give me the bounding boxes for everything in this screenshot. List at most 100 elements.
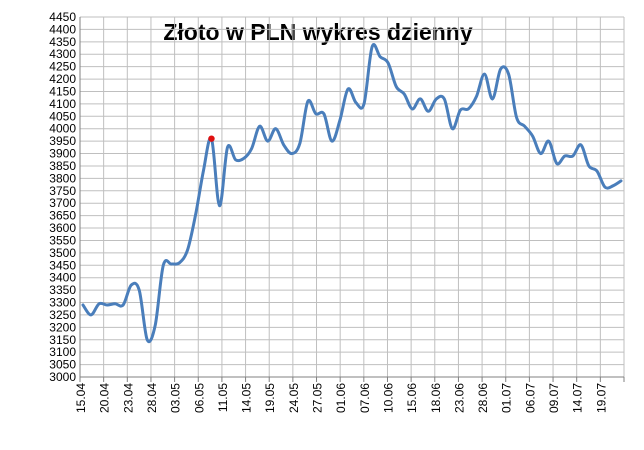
x-tick-label: 07.06 — [358, 383, 372, 413]
data-point — [129, 283, 133, 287]
data-point — [370, 45, 374, 48]
data-point — [467, 107, 470, 111]
y-tick-label: 3800 — [49, 171, 76, 185]
data-point — [162, 264, 165, 267]
data-point — [611, 184, 615, 188]
data-point — [475, 95, 478, 98]
data-point — [113, 302, 117, 305]
data-point — [523, 125, 526, 128]
y-tick-label: 4000 — [49, 122, 76, 136]
data-point — [250, 147, 253, 150]
data-point — [138, 288, 141, 292]
data-point — [579, 143, 583, 147]
data-point — [619, 179, 623, 183]
y-tick-label: 3250 — [49, 308, 76, 322]
data-point — [218, 204, 221, 207]
data-point — [97, 302, 101, 305]
y-tick-label: 3100 — [49, 345, 76, 359]
x-tick-label: 14.07 — [571, 383, 585, 413]
data-point — [81, 303, 85, 307]
y-tick-label: 4050 — [49, 109, 76, 123]
data-point — [282, 143, 285, 147]
y-tick-label: 3400 — [49, 271, 76, 285]
data-point — [258, 125, 261, 128]
y-tick-label: 3750 — [49, 184, 76, 198]
x-tick-label: 10.06 — [381, 383, 395, 413]
data-point — [314, 112, 318, 116]
y-tick-label: 3900 — [49, 147, 76, 161]
data-point — [362, 102, 366, 106]
data-point — [595, 169, 599, 173]
chart-title: Złoto w PLN wykres dzienny — [163, 19, 472, 45]
data-point — [587, 164, 591, 168]
y-tick-label: 3550 — [49, 233, 76, 247]
x-tick-label: 09.07 — [547, 383, 561, 413]
data-point — [121, 303, 125, 307]
data-point — [290, 152, 293, 155]
data-point — [146, 338, 149, 341]
x-tick-label: 06.07 — [523, 383, 537, 413]
data-point — [402, 92, 406, 96]
x-tick-label: 14.05 — [240, 383, 254, 413]
y-tick-label: 3050 — [49, 358, 76, 372]
data-point — [386, 61, 390, 65]
x-tick-label: 18.06 — [429, 383, 443, 413]
data-point — [435, 97, 438, 101]
data-point — [451, 127, 454, 130]
data-point — [515, 116, 518, 119]
data-point — [603, 185, 607, 189]
data-point — [89, 313, 93, 317]
x-tick-label: 23.04 — [121, 383, 135, 413]
data-point — [338, 118, 342, 122]
y-tick-label: 3000 — [49, 370, 76, 384]
y-tick-label: 4400 — [49, 22, 76, 36]
data-point — [555, 162, 558, 165]
data-point — [154, 323, 157, 327]
data-point — [194, 214, 197, 217]
y-tick-label: 3300 — [49, 296, 76, 310]
x-tick-label: 15.04 — [74, 383, 88, 413]
x-tick-label: 28.04 — [145, 383, 159, 413]
y-tick-label: 4100 — [49, 97, 76, 111]
x-tick-label: 06.05 — [192, 383, 206, 413]
highlighted-data-point — [208, 135, 215, 142]
y-tick-label: 4450 — [49, 10, 76, 24]
x-tick-label: 23.06 — [452, 383, 466, 413]
x-tick-label: 03.05 — [169, 383, 183, 413]
data-point — [105, 303, 109, 307]
axes — [79, 17, 625, 382]
y-tick-label: 3350 — [49, 283, 76, 297]
x-tick-label: 19.05 — [263, 383, 277, 413]
x-axis-tick-labels: 15.04 20.04 23.04 28.04 03.05 06.05 11.05 14.05… — [74, 383, 608, 413]
y-tick-label: 3200 — [49, 320, 76, 334]
data-point — [242, 157, 245, 160]
grid-lines — [80, 16, 625, 377]
data-point — [266, 139, 269, 143]
data-point — [571, 154, 575, 158]
y-tick-label: 3850 — [49, 159, 76, 173]
y-tick-label: 3500 — [49, 246, 76, 260]
data-point — [427, 110, 430, 113]
y-tick-label: 4300 — [49, 47, 76, 61]
x-tick-label: 01.06 — [334, 383, 348, 413]
x-tick-label: 19.07 — [594, 383, 608, 413]
data-point — [443, 97, 446, 101]
data-point — [354, 101, 358, 104]
x-tick-label: 24.05 — [287, 383, 301, 413]
data-point — [563, 154, 566, 158]
x-tick-label: 01.07 — [500, 383, 514, 413]
y-tick-label: 3450 — [49, 258, 76, 272]
data-point — [483, 72, 486, 76]
data-point — [539, 152, 542, 155]
y-tick-label: 3650 — [49, 209, 76, 223]
data-point — [499, 67, 502, 71]
data-point — [298, 142, 302, 145]
x-tick-label: 15.06 — [405, 383, 419, 413]
x-tick-label: 27.05 — [311, 383, 325, 413]
y-tick-label: 4350 — [49, 35, 76, 49]
y-tick-label: 3600 — [49, 221, 76, 235]
series-line — [81, 43, 623, 344]
y-tick-label: 4150 — [49, 84, 76, 98]
